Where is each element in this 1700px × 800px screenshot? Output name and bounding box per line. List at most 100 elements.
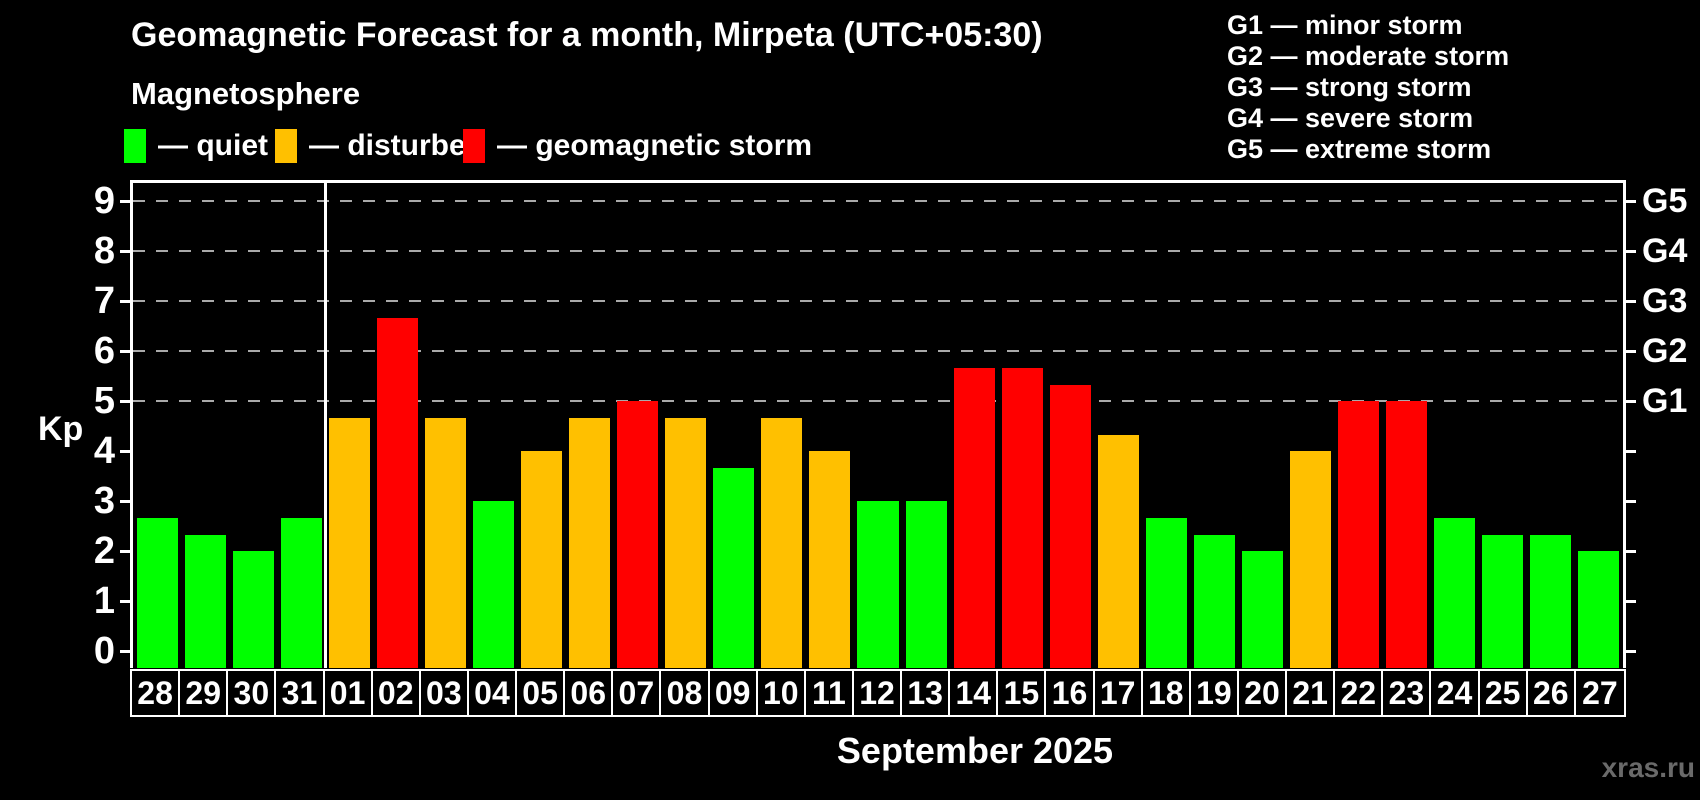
watermark: xras.ru [1601,752,1695,783]
day-label-31: 31 [276,671,325,715]
bar-day-19 [1193,534,1235,668]
legend-item-storm: — geomagnetic storm [463,128,812,164]
y-axis-label-7: 7 [93,280,115,322]
day-label-12: 12 [854,671,903,715]
bar-day-24 [1434,517,1476,668]
bar-day-02 [376,317,418,668]
day-label-28: 28 [132,671,181,715]
bar-day-04 [472,501,514,668]
bar-day-20 [1241,551,1284,668]
day-label-10: 10 [758,671,806,715]
day-label-02: 02 [373,671,421,715]
y-axis-label-6: 6 [93,330,115,372]
day-label-01: 01 [325,671,373,715]
y-axis-label-3: 3 [93,480,115,522]
bar-day-22 [1338,401,1380,668]
legend-label-quiet: — quiet [158,129,268,162]
quiet-swatch-icon [124,129,146,163]
x-axis-title: September 2025 [836,730,1114,771]
gridline-kp-5 [133,400,1623,402]
bar-day-16 [1049,384,1091,668]
plot-area [130,180,1626,668]
y-axis-label-9: 9 [93,180,115,222]
bar-day-27 [1578,551,1620,668]
g-scale-item: G1 — minor storm [1227,10,1463,40]
day-label-19: 19 [1191,671,1239,715]
bar-day-10 [761,417,803,668]
day-label-29: 29 [180,671,229,715]
day-label-08: 08 [661,671,710,715]
day-label-03: 03 [421,671,469,715]
magnetosphere-label: Magnetosphere [131,76,361,111]
bar-day-26 [1530,534,1572,668]
y-axis-label-2: 2 [93,530,115,572]
bar-day-01 [328,417,370,668]
bar-day-05 [521,451,563,668]
right-axis-label-g3: G3 [1642,282,1688,320]
bar-day-07 [617,401,659,668]
y-axis-label-0: 0 [93,630,115,672]
day-label-09: 09 [710,671,758,715]
bar-day-28 [136,517,178,668]
y-axis-label-8: 8 [93,230,115,272]
g-scale-item: G5 — extreme storm [1227,134,1492,164]
y-axis-title: Kp [38,410,84,448]
day-label-20: 20 [1239,671,1288,715]
g-scale-item: G2 — moderate storm [1227,41,1510,71]
day-label-25: 25 [1480,671,1528,715]
bar-day-25 [1482,534,1524,668]
storm-swatch-icon [463,129,485,163]
bar-day-09 [713,467,755,668]
disturbed-swatch-icon [275,129,297,163]
day-label-05: 05 [517,671,566,715]
day-label-06: 06 [565,671,614,715]
g-scale-item: G4 — severe storm [1227,103,1474,133]
day-label-27: 27 [1582,675,1618,711]
bar-day-29 [184,534,226,668]
right-axis-label-g4: G4 [1642,232,1688,270]
day-label-22: 22 [1335,671,1384,715]
day-label-30: 30 [228,671,277,715]
legend-label-storm: — geomagnetic storm [497,129,813,162]
day-label-21: 21 [1287,671,1336,715]
day-label-11: 11 [806,671,854,715]
bar-day-13 [905,501,947,668]
day-label-15: 15 [998,671,1047,715]
bar-day-23 [1386,401,1428,668]
gridline-kp-9 [133,200,1623,202]
day-label-04: 04 [469,671,518,715]
bar-day-30 [232,551,274,668]
day-label-26: 26 [1528,671,1576,715]
y-axis-label-1: 1 [93,580,115,622]
gridline-kp-6 [133,350,1623,352]
g-scale-legend: G1 — minor storm G2 — moderate storm G3 — … [1227,10,1509,165]
bar-day-18 [1145,517,1187,668]
page-title: Geomagnetic Forecast for a month, Mirpet… [131,16,1043,54]
gridline-kp-8 [133,250,1623,252]
right-axis-label-g2: G2 [1642,332,1688,370]
bar-day-06 [569,417,611,668]
bar-day-31 [280,517,322,668]
day-label-13: 13 [902,671,951,715]
right-axis-label-g5: G5 [1642,182,1688,220]
day-label-07: 07 [613,671,662,715]
day-label-23: 23 [1383,671,1432,715]
bar-day-08 [665,417,707,668]
month-separator-line [323,183,327,668]
legend-item-quiet: — quiet [124,128,268,164]
day-label-17: 17 [1095,671,1143,715]
bar-day-21 [1290,451,1332,668]
bar-day-17 [1097,434,1139,668]
bar-day-12 [857,501,899,668]
g-scale-item: G3 — strong storm [1227,72,1472,102]
bar-day-03 [424,417,466,668]
day-label-14: 14 [950,671,999,715]
day-label-16: 16 [1046,671,1095,715]
bar-day-11 [809,451,851,668]
bar-day-14 [953,367,995,668]
gridline-kp-7 [133,300,1623,302]
bar-day-15 [1001,367,1043,668]
legend-item-disturbed: — disturbed [275,128,484,164]
day-label-24: 24 [1431,671,1480,715]
